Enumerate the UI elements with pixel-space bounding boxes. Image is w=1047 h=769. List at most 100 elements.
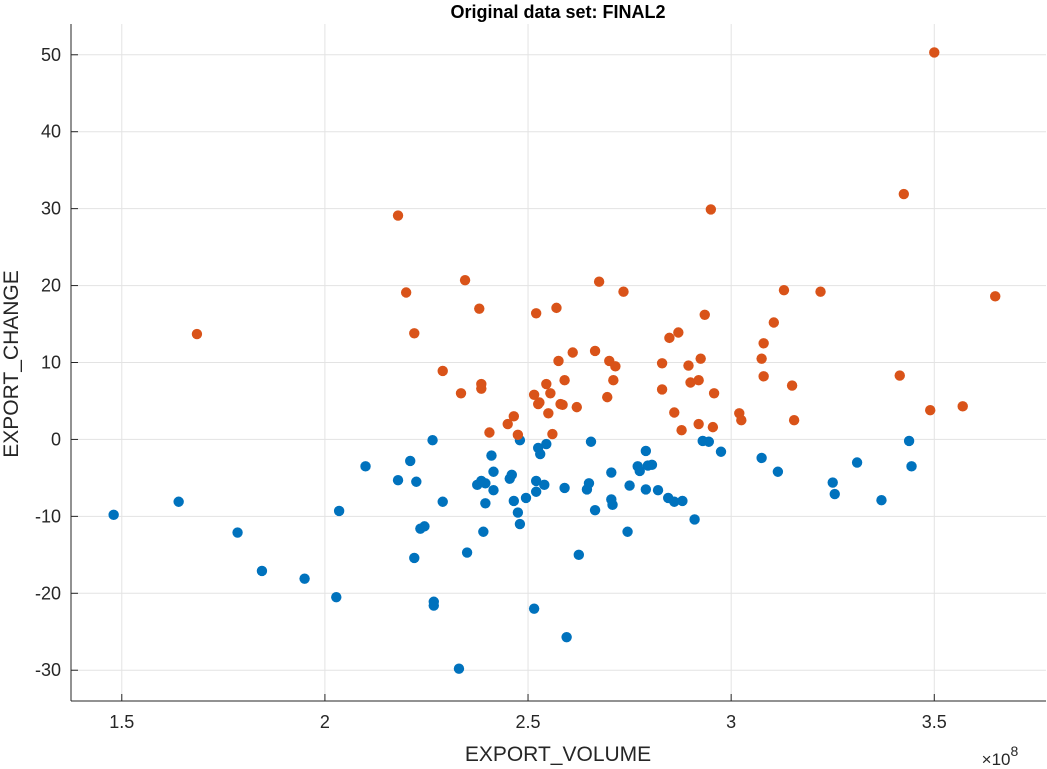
data-point-series-2 <box>589 345 601 357</box>
data-point-series-2 <box>512 429 524 441</box>
data-point-series-1 <box>606 467 617 478</box>
y-tick-label: 40 <box>41 122 61 142</box>
data-point-series-1 <box>360 461 371 472</box>
data-point-series-2 <box>695 353 706 364</box>
data-point-series-2 <box>768 317 780 328</box>
data-point-series-2 <box>898 188 910 200</box>
data-point-series-2 <box>673 327 684 338</box>
data-point-series-1 <box>539 479 550 491</box>
chart-title: Original data set: FINAL2 <box>450 2 665 22</box>
data-point-series-2 <box>610 361 621 372</box>
data-point-series-2 <box>547 428 558 440</box>
data-point-series-2 <box>957 401 968 412</box>
data-point-series-1 <box>640 445 652 457</box>
data-point-series-1 <box>486 450 497 461</box>
x-axis-exponent-power: 8 <box>1011 743 1019 759</box>
data-point-series-1 <box>535 448 546 460</box>
data-point-series-2 <box>815 286 826 297</box>
data-point-series-1 <box>851 457 863 468</box>
data-point-series-1 <box>689 514 700 525</box>
data-point-series-1 <box>561 631 572 643</box>
y-tick-label: 50 <box>41 45 61 65</box>
data-point-series-2 <box>530 308 542 319</box>
data-point-series-2 <box>437 365 448 377</box>
data-point-series-1 <box>703 436 715 447</box>
data-point-series-1 <box>624 480 635 491</box>
data-point-series-1 <box>520 492 532 504</box>
x-tick-label: 2.5 <box>516 712 541 732</box>
data-point-series-2 <box>756 353 767 364</box>
data-point-series-1 <box>427 435 438 446</box>
y-tick-label: 0 <box>51 429 61 449</box>
data-point-series-1 <box>428 600 439 611</box>
data-point-series-2 <box>788 414 800 426</box>
data-point-series-1 <box>906 461 917 472</box>
x-tick-label: 3 <box>726 712 736 732</box>
data-point-series-1 <box>409 552 420 564</box>
y-axis-label: EXPORT_CHANGE <box>0 270 23 458</box>
x-tick-label: 2 <box>320 712 330 732</box>
data-point-series-1 <box>256 565 268 577</box>
data-point-series-2 <box>990 291 1001 302</box>
data-point-series-1 <box>528 603 540 614</box>
x-axis-label: EXPORT_VOLUME <box>465 743 651 766</box>
data-point-series-1 <box>173 496 184 507</box>
data-point-series-1 <box>488 485 499 496</box>
data-point-series-2 <box>736 414 747 426</box>
data-point-series-2 <box>409 328 420 339</box>
data-point-series-2 <box>707 421 719 433</box>
data-point-series-1 <box>232 527 243 538</box>
data-point-series-2 <box>484 427 495 438</box>
data-point-series-1 <box>411 476 422 487</box>
data-point-series-2 <box>551 302 562 314</box>
data-point-series-2 <box>459 274 471 286</box>
data-point-series-2 <box>693 374 704 386</box>
data-point-series-2 <box>571 401 582 413</box>
data-point-series-1 <box>827 477 838 488</box>
data-point-series-1 <box>530 486 542 497</box>
data-point-series-2 <box>778 284 790 296</box>
data-point-series-2 <box>474 303 485 314</box>
data-point-series-1 <box>589 505 601 516</box>
data-point-series-1 <box>508 495 520 507</box>
data-point-series-1 <box>646 459 658 471</box>
data-points <box>108 47 1001 674</box>
data-point-series-1 <box>333 505 345 517</box>
data-point-series-2 <box>392 210 404 221</box>
data-point-series-2 <box>508 411 520 422</box>
data-point-series-2 <box>925 404 936 416</box>
data-point-series-1 <box>514 518 526 530</box>
data-point-series-2 <box>541 378 552 390</box>
data-point-series-1 <box>331 591 342 603</box>
data-point-series-1 <box>677 495 688 507</box>
data-point-series-1 <box>559 482 570 494</box>
data-point-series-2 <box>929 47 940 58</box>
data-point-series-2 <box>699 309 710 321</box>
data-point-series-2 <box>685 377 696 388</box>
data-point-series-2 <box>534 397 545 408</box>
data-point-series-2 <box>664 332 675 344</box>
data-point-series-1 <box>903 435 915 447</box>
data-point-series-2 <box>455 388 467 399</box>
data-point-series-2 <box>618 286 629 297</box>
data-point-series-1 <box>652 485 664 496</box>
x-tick-label: 1.5 <box>109 712 134 732</box>
data-point-series-2 <box>593 276 605 287</box>
data-point-series-2 <box>559 374 570 386</box>
data-point-series-1 <box>488 466 499 477</box>
data-point-series-2 <box>543 408 554 419</box>
x-axis-exponent-base: ×10 <box>982 750 1011 769</box>
data-point-series-1 <box>405 455 416 467</box>
data-point-series-2 <box>400 287 412 298</box>
y-tick-label: 30 <box>41 199 61 219</box>
data-point-series-2 <box>758 371 769 382</box>
data-point-series-1 <box>715 446 727 457</box>
data-point-series-2 <box>602 391 613 403</box>
data-point-series-2 <box>545 388 556 399</box>
data-point-series-2 <box>894 370 905 381</box>
y-axis-ticks: -30 -20 -10 0 10 20 30 40 50 <box>35 45 78 680</box>
y-tick-label: 10 <box>41 353 61 373</box>
data-point-series-2 <box>669 407 680 418</box>
data-point-series-1 <box>772 466 784 477</box>
